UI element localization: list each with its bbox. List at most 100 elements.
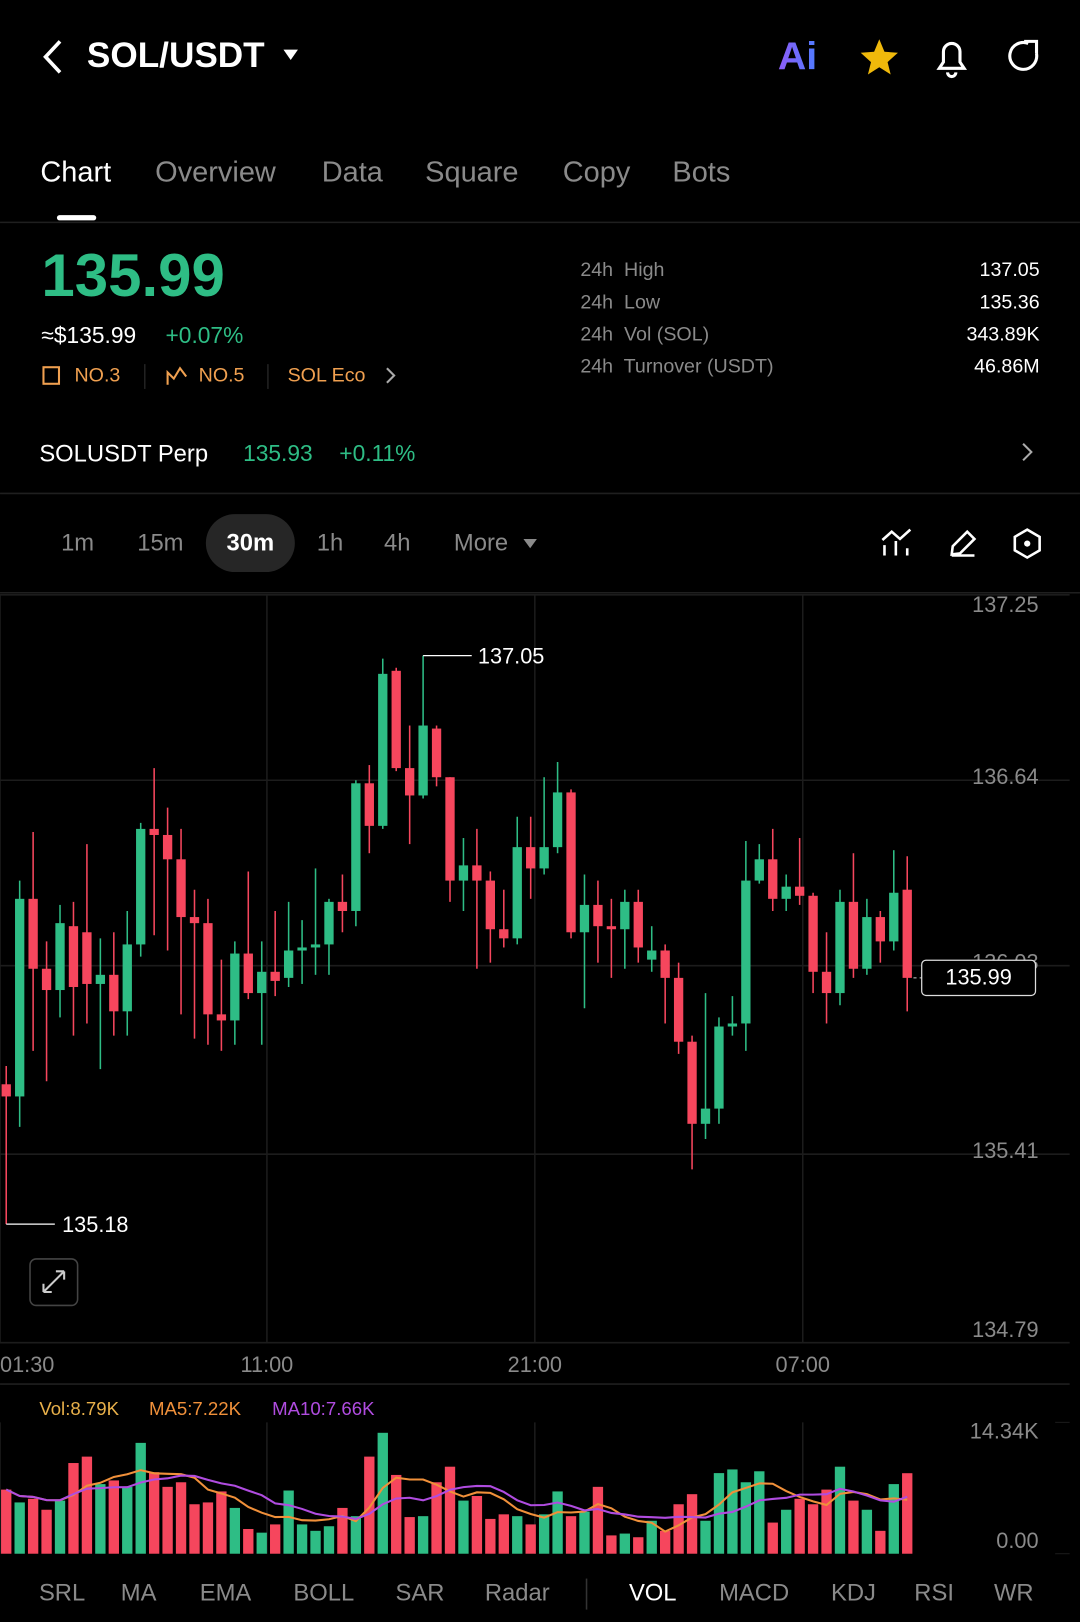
sub-indicator[interactable]: MACD	[719, 1579, 789, 1606]
interval-bar: 1m 15m 30m 1h 4h More	[61, 514, 537, 573]
indicator[interactable]: EMA	[200, 1579, 252, 1606]
badge[interactable]: SOL Eco	[288, 365, 366, 387]
candle-body	[109, 974, 119, 1012]
tab-bar: Chart Overview Data Square Copy Bots	[40, 156, 730, 221]
badge[interactable]: NO.3	[75, 365, 121, 387]
indicator-button[interactable]	[881, 528, 912, 556]
volume-bar	[68, 1463, 79, 1554]
tab[interactable]: Data	[322, 156, 384, 188]
ma10-line	[5, 1474, 908, 1521]
candle-body	[794, 886, 805, 896]
interval[interactable]: 1h	[317, 529, 343, 556]
candle-body	[754, 859, 764, 881]
y-tick-label: 134.79	[972, 1317, 1038, 1342]
pair-title[interactable]: SOL/USDT	[87, 36, 265, 75]
perp-price: 135.93	[243, 440, 313, 466]
settings-button[interactable]	[1013, 528, 1041, 560]
tab-indicator	[56, 215, 97, 221]
candle-body	[620, 901, 630, 930]
volume-bar	[619, 1533, 630, 1554]
badge[interactable]: NO.5	[199, 365, 245, 387]
indicator[interactable]: SRL	[39, 1579, 85, 1606]
high-label: 137.05	[478, 643, 544, 668]
indicator[interactable]: SAR	[396, 1579, 445, 1606]
stat-value: 46.86M	[974, 355, 1040, 377]
back-button[interactable]	[43, 40, 62, 74]
candle-body	[95, 974, 106, 984]
tab[interactable]: Square	[425, 156, 518, 188]
volume-bar	[350, 1516, 362, 1554]
candle-body	[902, 889, 912, 978]
volume-bar	[135, 1442, 146, 1554]
volume-bar	[444, 1466, 456, 1554]
volume-bar	[781, 1509, 792, 1554]
tab[interactable]: Bots	[672, 156, 730, 188]
y-tick-label: 136.64	[972, 764, 1038, 789]
y-tick-label: 135.41	[972, 1138, 1038, 1163]
interval[interactable]: 1m	[61, 529, 94, 556]
candle-body	[512, 847, 522, 939]
indicator[interactable]: BOLL	[293, 1579, 354, 1606]
volume-bar	[794, 1498, 805, 1554]
candle-body	[68, 926, 79, 987]
pair-dropdown[interactable]	[283, 49, 298, 60]
candle-body	[405, 768, 415, 796]
ai-button[interactable]: Ai	[778, 34, 817, 78]
refresh-button[interactable]	[1008, 39, 1039, 71]
interval[interactable]: 15m	[137, 529, 183, 556]
indicator[interactable]: MA	[121, 1579, 157, 1606]
sub-indicator[interactable]: WR	[994, 1579, 1034, 1606]
volume-bar	[391, 1474, 402, 1554]
sub-indicator[interactable]: RSI	[914, 1579, 954, 1606]
sub-indicator[interactable]: KDJ	[831, 1579, 876, 1606]
candle-body	[714, 1026, 724, 1109]
volume-bar	[525, 1524, 536, 1554]
alert-button[interactable]	[936, 41, 968, 79]
candle-body	[283, 950, 294, 978]
stat-value: 343.89K	[966, 323, 1039, 345]
stat-value: 135.36	[980, 291, 1040, 313]
volume-bar	[592, 1486, 604, 1554]
volume-legend: MA10:7.66K	[272, 1398, 375, 1419]
tab[interactable]: Copy	[563, 156, 631, 188]
candle-body	[526, 847, 536, 869]
volume-legend: MA5:7.22K	[149, 1398, 242, 1419]
stat-value: 137.05	[980, 259, 1040, 281]
candle-body	[727, 1023, 738, 1027]
candle-body	[149, 828, 159, 835]
interval[interactable]: 4h	[384, 529, 410, 556]
volume-bar	[633, 1537, 644, 1554]
candle-body	[660, 950, 670, 978]
tab[interactable]: Overview	[155, 156, 276, 188]
chevron[interactable]	[1022, 443, 1033, 462]
volume-bar	[81, 1456, 93, 1554]
volume-bar	[686, 1494, 698, 1554]
favorite-button[interactable]	[860, 39, 898, 75]
candle-body	[566, 792, 576, 933]
indicator-bar: SRL MA EMA BOLL SAR Radar VOL MACD KDJ RSI WR	[39, 1578, 1034, 1610]
candle-body	[499, 929, 509, 939]
y-tick-label: 137.25	[972, 592, 1038, 617]
volume-bar	[700, 1520, 711, 1554]
more-dropdown	[523, 538, 537, 549]
candle-body	[364, 783, 374, 826]
sub-indicator[interactable]: VOL	[629, 1579, 677, 1606]
draw-button[interactable]	[950, 529, 977, 557]
candle-body	[176, 859, 186, 918]
tab[interactable]: Chart	[40, 156, 111, 188]
candle-body	[741, 880, 751, 1024]
volume-bar	[538, 1514, 550, 1554]
price-box	[921, 959, 1037, 997]
perp-name[interactable]: SOLUSDT Perp	[39, 440, 208, 467]
last-price: 135.99	[41, 242, 224, 309]
interval[interactable]: More	[454, 529, 508, 556]
candle-body	[700, 1108, 711, 1124]
volume-bar	[646, 1520, 657, 1554]
candle-body	[835, 901, 845, 994]
candle-body	[808, 895, 818, 972]
x-tick-label: 07:00	[776, 1352, 830, 1377]
indicator[interactable]: Radar	[485, 1579, 550, 1606]
volume-bar	[175, 1482, 187, 1554]
interval[interactable]: 30m	[227, 529, 275, 556]
candle-body	[391, 670, 401, 769]
